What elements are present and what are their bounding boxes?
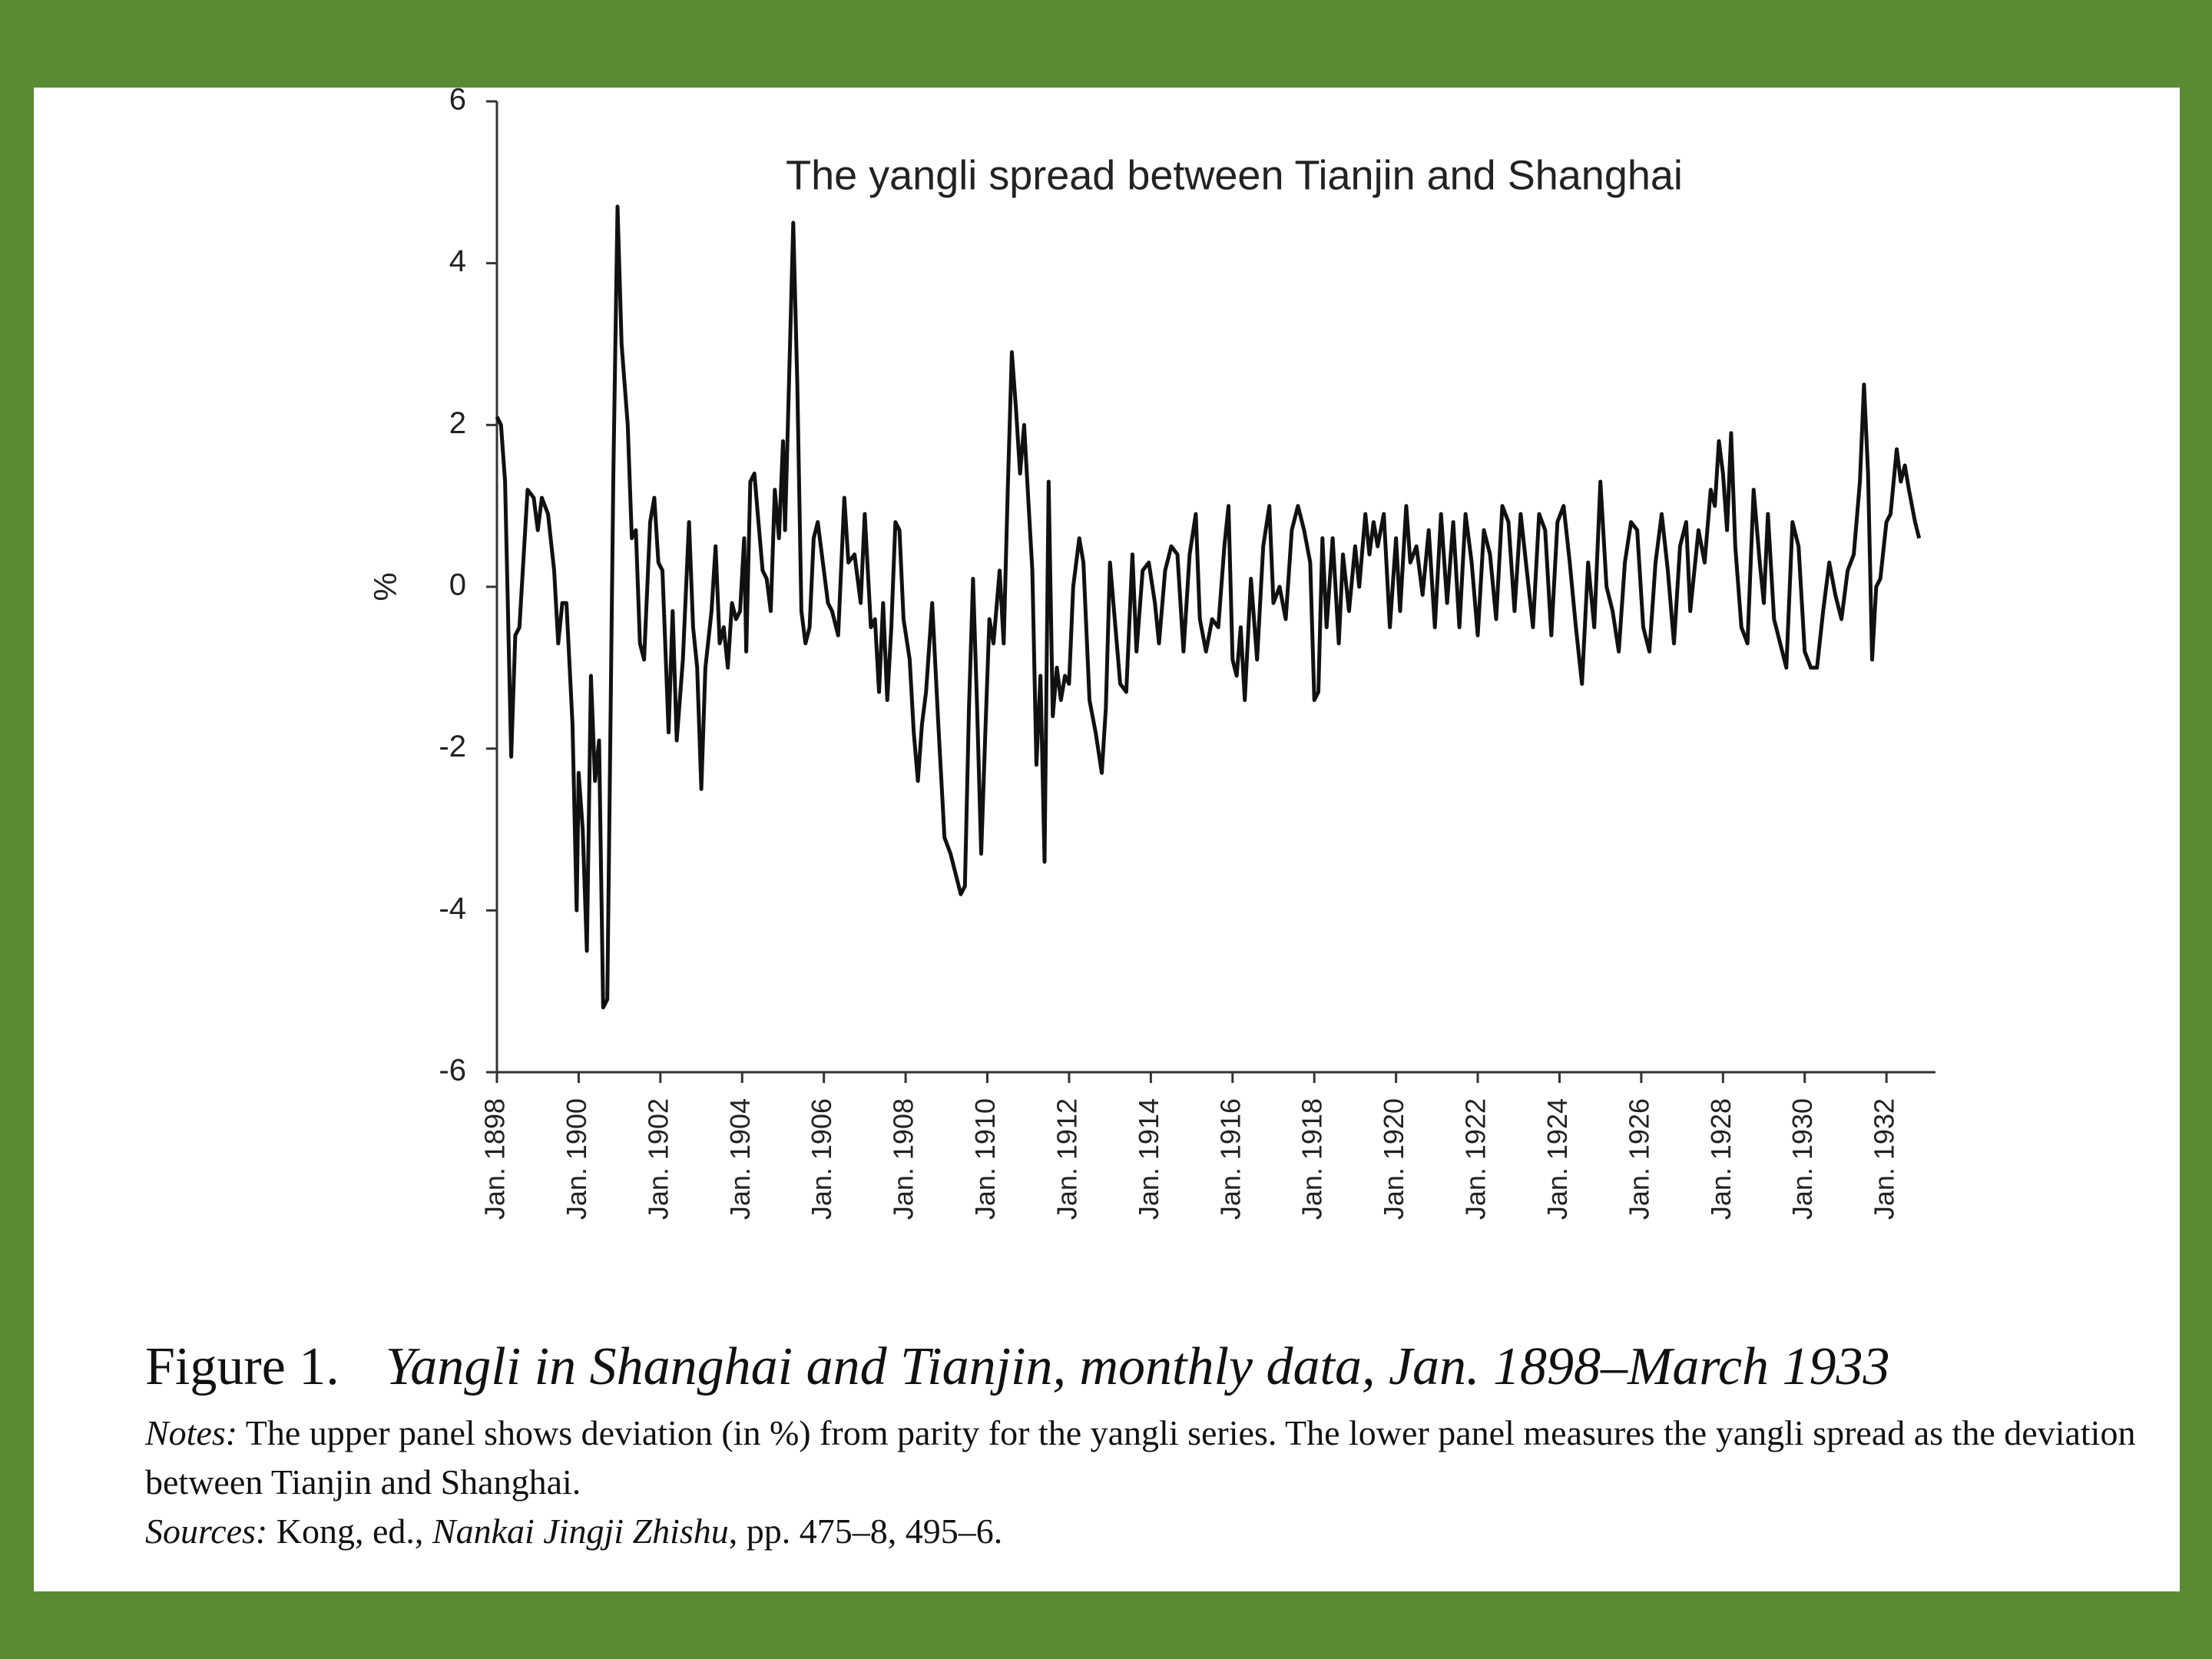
x-tick-label: Jan. 1926: [1623, 1098, 1654, 1220]
x-tick-label: Jan. 1910: [969, 1098, 1001, 1220]
data-line: [495, 204, 1922, 1010]
y-tick-label: 2: [449, 406, 466, 440]
y-tick-label: -4: [439, 892, 466, 926]
figure-label: Figure 1.: [145, 1337, 339, 1396]
x-tick-label: Jan. 1916: [1214, 1098, 1246, 1220]
x-tick-label: Jan. 1932: [1869, 1098, 1900, 1220]
y-tick-label: -2: [439, 730, 466, 763]
y-tick-label: -6: [439, 1054, 466, 1088]
y-tick-label: 4: [449, 244, 466, 278]
x-tick-label: Jan. 1922: [1460, 1098, 1492, 1220]
x-tick-label: Jan. 1898: [479, 1098, 511, 1220]
x-tick-label: Jan. 1908: [888, 1098, 919, 1220]
figure-title: Yangli in Shanghai and Tianjin, monthly …: [385, 1337, 1890, 1396]
x-tick-label: Jan. 1900: [561, 1098, 592, 1220]
sources-line: Sources: Kong, ed., Nankai Jingji Zhishu…: [145, 1507, 2173, 1556]
x-tick-label: Jan. 1918: [1296, 1098, 1328, 1220]
figure-panel: [34, 88, 2180, 1591]
y-tick-label: 0: [449, 568, 466, 602]
x-tick-label: Jan. 1912: [1051, 1098, 1082, 1220]
sources-text: Kong, ed.,: [267, 1512, 432, 1551]
x-tick-label: Jan. 1920: [1378, 1098, 1409, 1220]
y-axis-label: %: [367, 572, 403, 601]
chart-title: The yangli spread between Tianjin and Sh…: [786, 152, 1683, 198]
y-tick-label: 6: [449, 83, 466, 117]
x-tick-label: Jan. 1924: [1541, 1098, 1573, 1220]
caption: Figure 1. Yangli in Shanghai and Tianjin,…: [145, 1336, 2173, 1556]
sources-text: , pp. 475–8, 495–6.: [728, 1512, 1003, 1551]
sources-title: Nankai Jingji Zhishu: [432, 1512, 729, 1551]
x-tick-label: Jan. 1902: [642, 1098, 674, 1220]
x-tick-label: Jan. 1914: [1133, 1098, 1164, 1220]
x-tick-label: Jan. 1928: [1705, 1098, 1737, 1220]
notes-label: Notes:: [145, 1413, 238, 1452]
x-tick-label: Jan. 1906: [806, 1098, 837, 1220]
x-tick-label: Jan. 1930: [1786, 1098, 1818, 1220]
notes: Notes: The upper panel shows deviation (…: [145, 1409, 2173, 1556]
notes-text: The upper panel shows deviation (in %) f…: [145, 1413, 2136, 1502]
notes-line: Notes: The upper panel shows deviation (…: [145, 1409, 2173, 1507]
x-tick-label: Jan. 1904: [724, 1098, 756, 1220]
sources-label: Sources:: [145, 1512, 268, 1551]
figure-caption: Figure 1. Yangli in Shanghai and Tianjin,…: [145, 1336, 2173, 1398]
